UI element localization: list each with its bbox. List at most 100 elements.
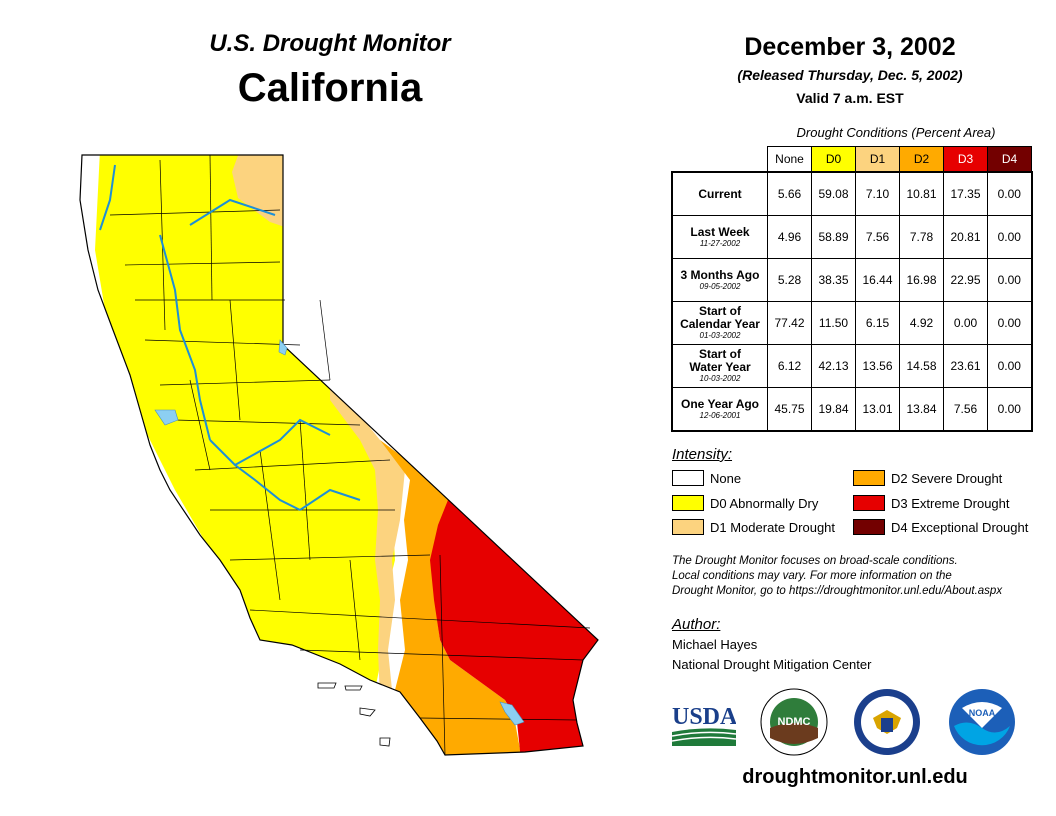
author-heading: Author: bbox=[672, 616, 721, 633]
table-cell: 13.56 bbox=[855, 344, 900, 388]
legend-item-d1: D1 Moderate Drought bbox=[672, 519, 835, 535]
table-cell: 17.35 bbox=[943, 171, 988, 216]
table-cell: 11.50 bbox=[811, 301, 856, 345]
table-row: Last Week 11-27-2002 4.96 58.89 7.56 7.78 20.8… bbox=[671, 215, 1032, 259]
legend-swatch bbox=[672, 470, 704, 486]
table-cell: 6.12 bbox=[767, 344, 812, 388]
legend-label: D2 Severe Drought bbox=[891, 470, 1003, 486]
row-label: Start of Water Year 10-03-2002 bbox=[671, 344, 768, 388]
legend-label: D0 Abnormally Dry bbox=[710, 495, 819, 511]
legend-swatch bbox=[672, 519, 704, 535]
release-date: (Released Thursday, Dec. 5, 2002) bbox=[737, 67, 963, 83]
author-name: Michael Hayes bbox=[672, 637, 758, 652]
sf-bay bbox=[154, 409, 179, 426]
row-label-text: Current bbox=[698, 186, 742, 201]
row-label-text-2: Water Year bbox=[689, 360, 751, 374]
table-row: 3 Months Ago 09-05-2002 5.28 38.35 16.44 16.9… bbox=[671, 258, 1032, 302]
table-row: Start of Calendar Year 01-03-2002 77.42 11.5… bbox=[671, 301, 1032, 345]
rivers bbox=[99, 164, 361, 511]
author-organization: National Drought Mitigation Center bbox=[672, 657, 872, 672]
legend-item-d0: D0 Abnormally Dry bbox=[672, 495, 818, 511]
legend-label: D3 Extreme Drought bbox=[891, 495, 1010, 511]
table-cell: 20.81 bbox=[943, 215, 988, 259]
table-cell: 0.00 bbox=[987, 215, 1032, 259]
table-cell: 7.10 bbox=[855, 171, 900, 216]
row-label-text: Start of bbox=[699, 304, 741, 318]
table-cell: 58.89 bbox=[811, 215, 856, 259]
legend-title: Intensity: bbox=[672, 446, 733, 463]
row-date: 12-06-2001 bbox=[699, 410, 741, 420]
col-header: D3 bbox=[943, 146, 988, 173]
table-cell: 22.95 bbox=[943, 258, 988, 302]
page-title: U.S. Drought Monitor bbox=[209, 30, 451, 57]
table-caption: Drought Conditions (Percent Area) bbox=[796, 125, 996, 140]
legend-swatch bbox=[672, 495, 704, 511]
table-cell: 6.15 bbox=[855, 301, 900, 345]
note-line: Drought Monitor, go to https://droughtmo… bbox=[672, 585, 1003, 597]
note-line: Local conditions may vary. For more info… bbox=[672, 570, 952, 582]
legend-item-d3: D3 Extreme Drought bbox=[853, 495, 1010, 511]
row-label: One Year Ago 12-06-2001 bbox=[671, 387, 768, 432]
table-cell: 19.84 bbox=[811, 387, 856, 432]
table-cell: 0.00 bbox=[943, 301, 988, 345]
d1-area-south bbox=[330, 378, 410, 716]
salton-sea bbox=[499, 701, 525, 726]
lake-tahoe bbox=[278, 339, 288, 356]
table-cell: 14.58 bbox=[899, 344, 944, 388]
legend-label: D1 Moderate Drought bbox=[710, 519, 836, 535]
table-cell: 59.08 bbox=[811, 171, 856, 216]
map-date: December 3, 2002 bbox=[744, 33, 956, 61]
table-cell: 16.44 bbox=[855, 258, 900, 302]
table-cell: 0.00 bbox=[987, 344, 1032, 388]
d2-area bbox=[380, 440, 522, 755]
col-header: D0 bbox=[811, 146, 856, 173]
row-label-text: Last Week bbox=[690, 224, 750, 239]
ndmc-logo-text: NDMC bbox=[778, 716, 811, 728]
legend-swatch bbox=[853, 519, 885, 535]
table-cell: 16.98 bbox=[899, 258, 944, 302]
ndmc-logo: NDMC bbox=[760, 688, 828, 756]
row-date: 10-03-2002 bbox=[699, 374, 741, 383]
d3-area bbox=[420, 470, 598, 755]
noaa-logo: NOAA bbox=[949, 689, 1015, 755]
row-label: 3 Months Ago 09-05-2002 bbox=[671, 258, 768, 302]
table-cell: 7.78 bbox=[899, 215, 944, 259]
table-corner bbox=[672, 147, 768, 173]
table-cell: 0.00 bbox=[987, 258, 1032, 302]
table-cell: 0.00 bbox=[987, 387, 1032, 432]
table-cell: 0.00 bbox=[987, 301, 1032, 345]
row-label-text: Start of bbox=[699, 347, 741, 361]
disclaimer-note: The Drought Monitor focuses on broad-sca… bbox=[672, 554, 1052, 599]
row-label: Current bbox=[671, 171, 768, 216]
table-body: Current 5.66 59.08 7.10 10.81 17.35 0.00 Last W… bbox=[671, 171, 1032, 432]
row-label: Last Week 11-27-2002 bbox=[671, 215, 768, 259]
water-bodies bbox=[154, 339, 525, 726]
col-header: D4 bbox=[987, 146, 1032, 173]
legend-label: None bbox=[710, 470, 742, 486]
legend-item-none: None bbox=[672, 470, 741, 486]
state-shape bbox=[80, 155, 598, 755]
table-cell: 23.61 bbox=[943, 344, 988, 388]
row-label: Start of Calendar Year 01-03-2002 bbox=[671, 301, 768, 345]
usda-logo-text: USDA bbox=[672, 704, 736, 730]
table-cell: 42.13 bbox=[811, 344, 856, 388]
website-url[interactable]: droughtmonitor.unl.edu bbox=[742, 766, 968, 788]
table-cell: 0.00 bbox=[987, 171, 1032, 216]
table-row: One Year Ago 12-06-2001 45.75 19.84 13.01 13.… bbox=[671, 387, 1032, 432]
row-date: 11-27-2002 bbox=[699, 238, 741, 248]
table-cell: 7.56 bbox=[943, 387, 988, 432]
d0-area bbox=[95, 155, 395, 690]
state-title: California bbox=[237, 66, 423, 110]
legend-swatch bbox=[853, 470, 885, 486]
table-cell: 13.01 bbox=[855, 387, 900, 432]
col-header: None bbox=[767, 146, 812, 173]
row-label-text-2: Calendar Year bbox=[680, 317, 760, 331]
usda-logo: USDA bbox=[672, 704, 736, 746]
note-line: The Drought Monitor focuses on broad-sca… bbox=[672, 555, 958, 567]
row-label-text: 3 Months Ago bbox=[680, 267, 760, 282]
table-cell: 77.42 bbox=[767, 301, 812, 345]
state-outline bbox=[79, 154, 599, 756]
noaa-logo-text: NOAA bbox=[969, 708, 996, 718]
table-cell: 5.28 bbox=[767, 258, 812, 302]
legend-label: D4 Exceptional Drought bbox=[891, 519, 1029, 535]
